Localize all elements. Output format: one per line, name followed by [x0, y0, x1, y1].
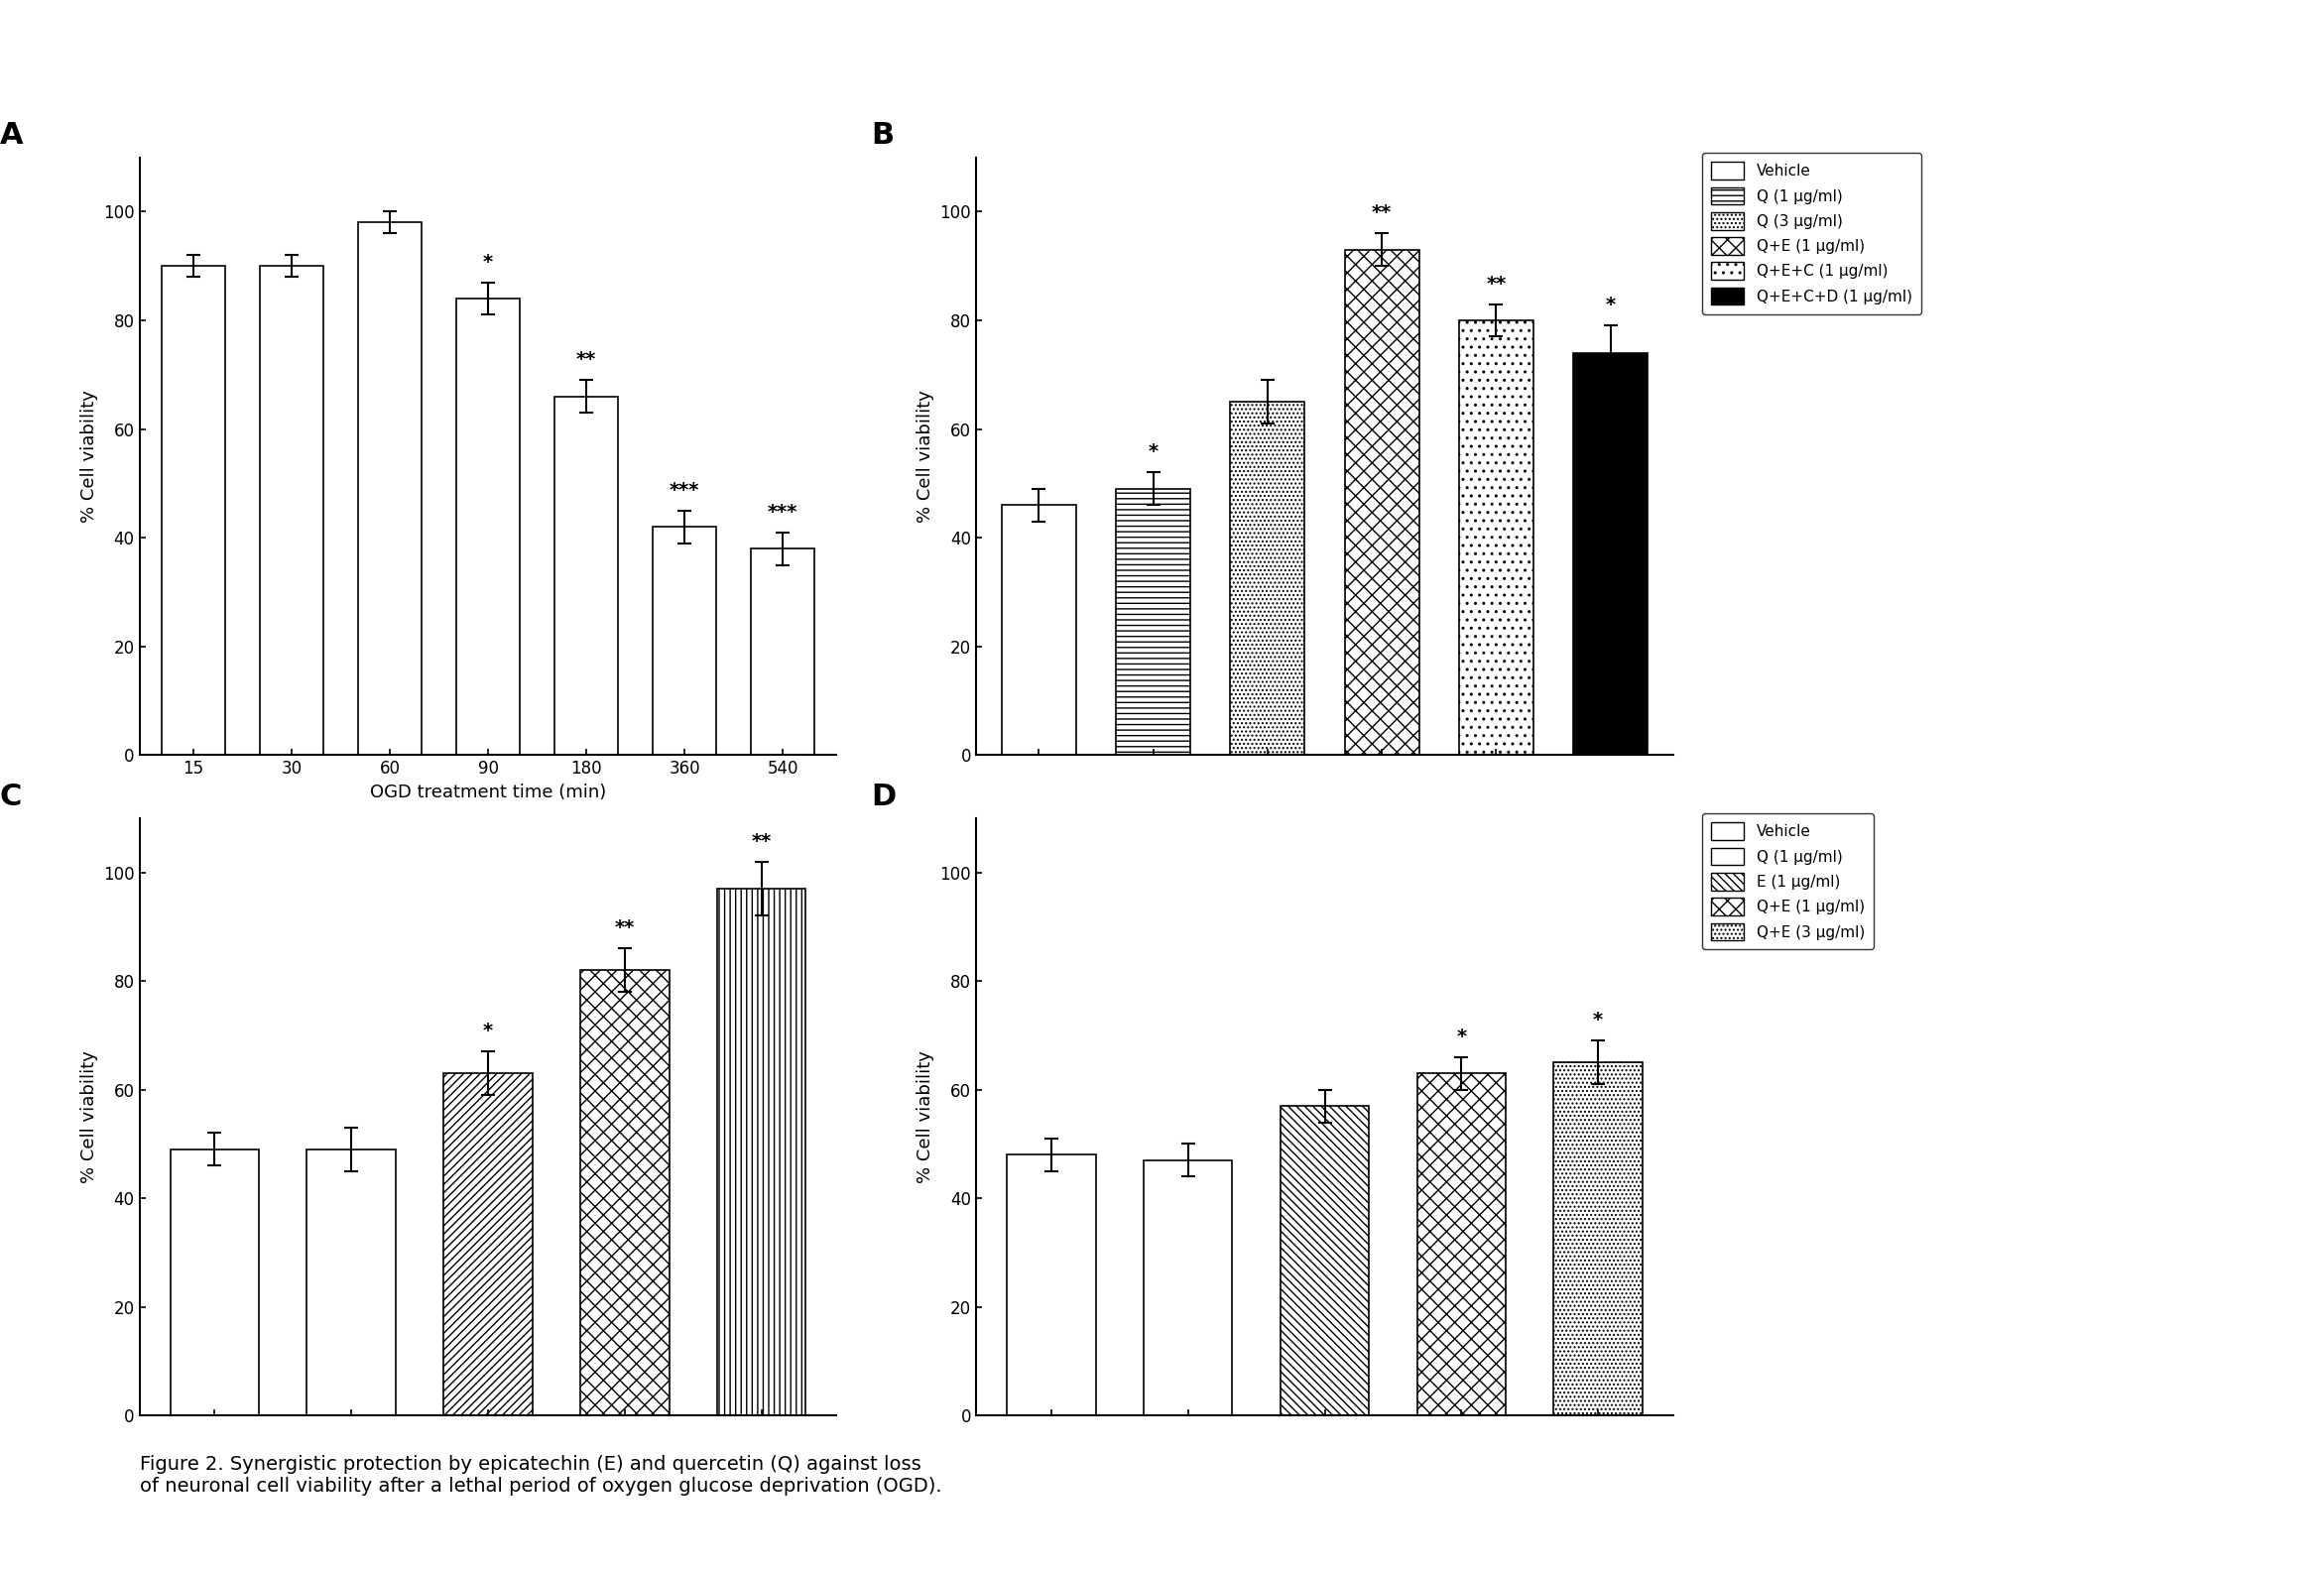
Bar: [718, 889, 806, 1416]
Bar: [1229, 401, 1304, 755]
Text: **: **: [1371, 203, 1392, 222]
Text: *: *: [483, 253, 493, 272]
Text: C: C: [0, 782, 23, 810]
Text: **: **: [616, 919, 634, 938]
Bar: [260, 266, 323, 755]
Text: ***: ***: [669, 481, 700, 500]
Bar: [358, 222, 421, 755]
Bar: [1116, 489, 1190, 755]
Bar: [170, 1150, 258, 1416]
Legend: Vehicle, Q (1 μg/ml), E (1 μg/ml), Q+E (1 μg/ml), Q+E (3 μg/ml): Vehicle, Q (1 μg/ml), E (1 μg/ml), Q+E (…: [1701, 813, 1873, 950]
Bar: [1143, 1161, 1232, 1416]
Bar: [555, 396, 618, 755]
Bar: [653, 527, 716, 755]
Bar: [1006, 1155, 1095, 1416]
Legend: Vehicle, Q (1 μg/ml), Q (3 μg/ml), Q+E (1 μg/ml), Q+E+C (1 μg/ml), Q+E+C+D (1 μg: Vehicle, Q (1 μg/ml), Q (3 μg/ml), Q+E (…: [1701, 153, 1922, 315]
Text: D: D: [872, 782, 897, 810]
Text: *: *: [483, 1022, 493, 1041]
Text: ***: ***: [767, 502, 797, 521]
Bar: [1281, 1106, 1369, 1416]
Text: *: *: [1457, 1027, 1466, 1046]
Text: **: **: [751, 832, 772, 851]
Bar: [1555, 1062, 1643, 1416]
X-axis label: OGD treatment time (min): OGD treatment time (min): [370, 783, 607, 801]
Text: *: *: [1606, 296, 1615, 315]
Text: Figure 2. Synergistic protection by epicatechin (E) and quercetin (Q) against lo: Figure 2. Synergistic protection by epic…: [139, 1455, 941, 1496]
Text: **: **: [1485, 274, 1506, 293]
Bar: [581, 971, 669, 1416]
Text: A: A: [0, 121, 23, 149]
Bar: [1418, 1073, 1506, 1416]
Y-axis label: % Cell viability: % Cell viability: [916, 390, 934, 522]
Bar: [1002, 505, 1076, 755]
Bar: [163, 266, 225, 755]
Text: **: **: [576, 351, 597, 370]
Y-axis label: % Cell viability: % Cell viability: [916, 1051, 934, 1183]
Text: *: *: [1148, 442, 1157, 461]
Bar: [1459, 321, 1534, 755]
Y-axis label: % Cell viability: % Cell viability: [79, 1051, 98, 1183]
Text: *: *: [1592, 1011, 1604, 1030]
Bar: [1346, 250, 1420, 755]
Bar: [444, 1073, 532, 1416]
Bar: [1573, 352, 1648, 755]
Bar: [307, 1150, 395, 1416]
Y-axis label: % Cell viability: % Cell viability: [79, 390, 98, 522]
Bar: [751, 549, 813, 755]
Text: B: B: [872, 121, 895, 149]
Bar: [456, 299, 521, 755]
